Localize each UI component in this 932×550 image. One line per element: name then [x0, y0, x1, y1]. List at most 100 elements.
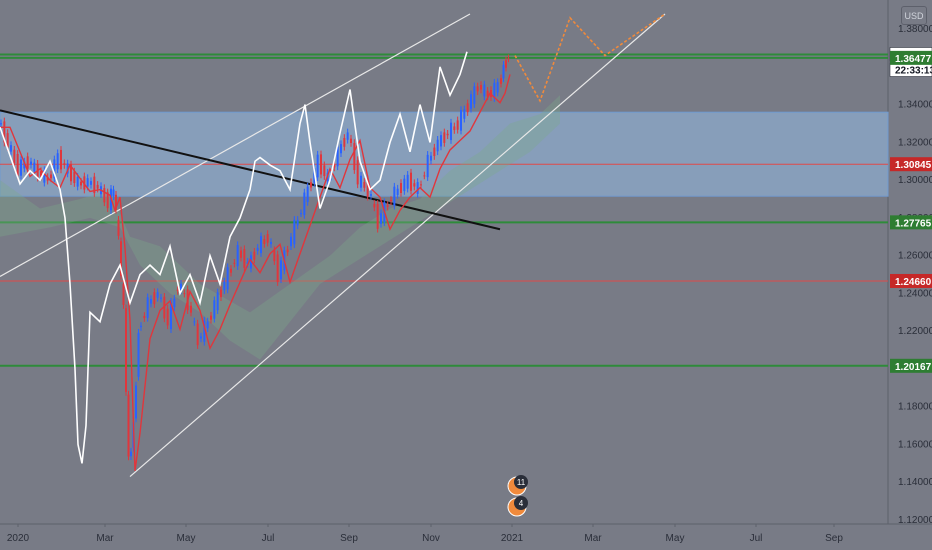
- candle-body: [173, 298, 176, 308]
- candle-body: [390, 200, 392, 202]
- price-label-red: [890, 157, 932, 172]
- y-tick-label: 1.26000: [898, 251, 932, 262]
- candle-body: [480, 85, 482, 90]
- candle-body: [380, 213, 382, 224]
- price-label-text: 1.27765: [895, 218, 932, 229]
- candle-body: [6, 133, 9, 148]
- candle-body: [340, 144, 342, 154]
- candle-body: [122, 283, 125, 305]
- candle-body: [416, 182, 419, 194]
- candle-body: [466, 103, 469, 113]
- candle-body: [115, 194, 117, 210]
- candle-body: [220, 289, 222, 298]
- candle-body: [306, 186, 309, 203]
- candle-body: [423, 175, 426, 177]
- candle-body: [400, 183, 402, 193]
- candle-body: [493, 82, 496, 99]
- candle-body: [476, 86, 479, 92]
- candle-body: [323, 165, 326, 177]
- candle-body: [112, 189, 115, 197]
- candle-body: [456, 120, 459, 130]
- candle-body: [96, 184, 99, 189]
- candle-body: [206, 321, 209, 329]
- candle-body: [150, 299, 152, 304]
- candle-body: [420, 184, 422, 186]
- candle-body: [356, 160, 359, 185]
- candle-body: [223, 281, 226, 291]
- price-label-green: [890, 358, 932, 373]
- candle-body: [213, 300, 216, 319]
- candle-body: [470, 94, 472, 109]
- y-tick-label: 1.32000: [898, 137, 932, 148]
- candle-body: [93, 176, 96, 194]
- candle-body: [76, 176, 79, 187]
- candle-body: [473, 86, 476, 105]
- candle-body: [33, 162, 36, 172]
- candle-body: [26, 156, 29, 169]
- y-tick-label: 1.30000: [898, 175, 932, 186]
- y-tick-label: 1.24000: [898, 288, 932, 299]
- candle-body: [413, 183, 416, 187]
- event-badge-count: 4: [519, 499, 524, 508]
- x-tick-label: May: [177, 533, 196, 544]
- candle-body: [433, 147, 436, 157]
- candle-body: [363, 181, 366, 188]
- candle-body: [56, 153, 59, 170]
- candle-body: [30, 161, 32, 165]
- candle-body: [130, 451, 132, 457]
- price-label-text: 22:33:13: [895, 65, 932, 76]
- candle-body: [196, 323, 199, 346]
- candle-body: [135, 385, 137, 419]
- candle-body: [486, 90, 489, 97]
- candle-body: [236, 245, 239, 267]
- price-label-text: 1.24660: [895, 277, 932, 288]
- candle-body: [125, 308, 127, 392]
- candle-body: [396, 188, 399, 195]
- candle-body: [70, 164, 72, 182]
- candle-body: [240, 250, 242, 258]
- candle-body: [253, 251, 256, 260]
- x-tick-label: Sep: [825, 533, 843, 544]
- candle-body: [106, 192, 109, 209]
- candle-body: [450, 122, 452, 141]
- candle-body: [233, 262, 236, 264]
- candle-body: [140, 325, 142, 328]
- candle-body: [300, 213, 302, 215]
- candle-body: [386, 205, 389, 207]
- candle-body: [320, 154, 322, 175]
- candle-body: [90, 181, 92, 185]
- candle-body: [310, 182, 312, 188]
- x-tick-label: Mar: [584, 533, 602, 544]
- candle-body: [13, 149, 16, 164]
- candle-body: [370, 194, 372, 196]
- candle-body: [226, 267, 229, 290]
- candle-body: [280, 260, 282, 280]
- candle-body: [86, 178, 89, 187]
- candle-body: [507, 58, 510, 60]
- y-tick-label: 1.16000: [898, 439, 932, 450]
- candle-body: [336, 146, 339, 167]
- channel-lower-line: [129, 13, 666, 478]
- candle-body: [263, 239, 266, 244]
- price-label-text: 1.36477: [895, 54, 932, 65]
- candle-body: [266, 234, 269, 243]
- candle-body: [216, 292, 219, 311]
- x-tick-label: May: [666, 533, 685, 544]
- candle-body: [373, 203, 376, 208]
- candle-body: [316, 154, 319, 178]
- support-resistance-zone: [0, 111, 889, 197]
- event-badge-count-bubble: [514, 496, 528, 510]
- candle-body: [505, 60, 507, 68]
- candle-body: [246, 261, 249, 264]
- x-tick-label: Jul: [750, 533, 763, 544]
- price-label-green: [890, 50, 932, 65]
- currency-button[interactable]: USD: [901, 6, 927, 25]
- candle-body: [50, 174, 52, 179]
- candle-body: [286, 249, 289, 253]
- candle-body: [60, 149, 62, 170]
- y-tick-label: 1.14000: [898, 477, 932, 488]
- candle-body: [343, 137, 346, 147]
- x-tick-label: Jul: [262, 533, 275, 544]
- y-tick-label: 1.34000: [898, 100, 932, 111]
